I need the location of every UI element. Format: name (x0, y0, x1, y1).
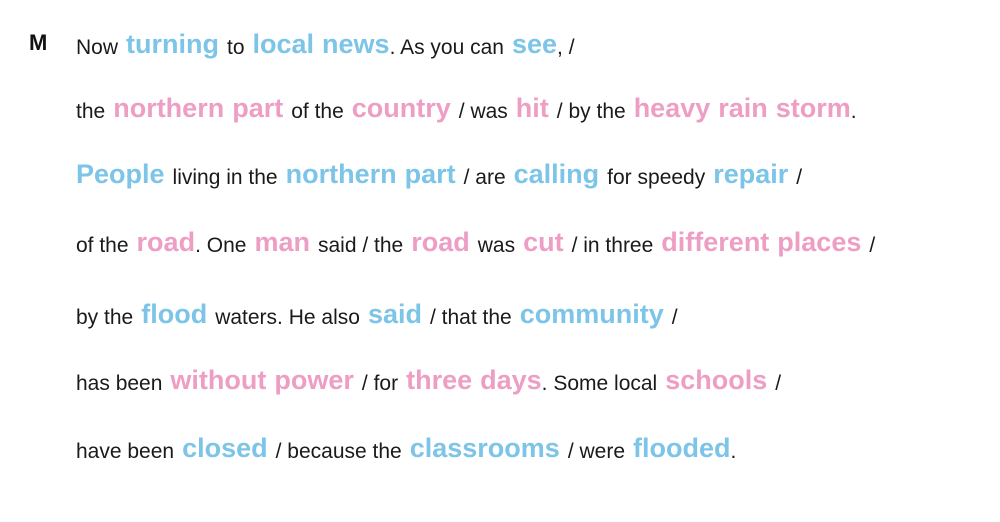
stressed-word: closed (182, 433, 268, 463)
stressed-word: part (232, 93, 284, 123)
plain-text: waters. He also (215, 306, 360, 329)
plain-text: / that the (429, 306, 512, 329)
text-line-1: Now turning to local news. As you can see, / (76, 20, 575, 60)
plain-text: / was (458, 100, 508, 123)
stressed-word: country (351, 93, 451, 123)
stressed-word: hit (515, 93, 549, 123)
stressed-word: schools (665, 365, 768, 395)
plain-text: / for (361, 372, 399, 395)
stressed-word: days (480, 365, 542, 395)
stressed-word: heavy (633, 93, 711, 123)
plain-text: / are (463, 166, 506, 189)
plain-text: for speedy (607, 166, 706, 189)
stressed-word: turning (126, 29, 219, 59)
plain-text: / (796, 166, 803, 189)
stressed-word: classrooms (409, 433, 560, 463)
plain-text: / in three (571, 234, 654, 257)
text-line-3: People living in the northern part / are call… (76, 150, 802, 190)
stressed-word: man (254, 227, 310, 257)
plain-text: / (775, 372, 782, 395)
text-line-2: the northern part of the country / was hit / by… (76, 84, 857, 124)
text-line-6: has been without power / for three days. Some… (76, 356, 781, 396)
stressed-word: see (511, 29, 558, 59)
text-line-5: by the flood waters. He also said / that the… (76, 290, 678, 330)
stressed-word: part (404, 159, 456, 189)
plain-text: / because the (275, 440, 402, 463)
plain-text: / (671, 306, 678, 329)
stressed-word: road (411, 227, 470, 257)
text-line-7: have been closed / because the classrooms / … (76, 424, 736, 464)
stressed-word: without (170, 365, 267, 395)
plain-text: . (730, 440, 737, 463)
plain-text: Now (76, 36, 119, 59)
stressed-word: People (76, 159, 165, 189)
plain-text: the (76, 100, 106, 123)
plain-text: said / the (317, 234, 404, 257)
plain-text: by the (76, 306, 134, 329)
stressed-word: power (274, 365, 354, 395)
stressed-word: northern (113, 93, 225, 123)
stressed-word: road (136, 227, 196, 257)
plain-text: / were (567, 440, 626, 463)
plain-text: was (477, 234, 516, 257)
stressed-word: news (322, 29, 390, 59)
stressed-word: calling (513, 159, 600, 189)
stressed-word: local (252, 29, 315, 59)
speaker-label: M (29, 30, 48, 55)
stressed-word: repair (713, 159, 789, 189)
stressed-word: community (519, 299, 664, 329)
stressed-word: storm (775, 93, 851, 123)
stressed-word: cut (523, 227, 564, 257)
stressed-word: three (406, 365, 473, 395)
stressed-word: places (777, 227, 862, 257)
stressed-word: flood (141, 299, 208, 329)
plain-text: . One (195, 234, 247, 257)
plain-text: , / (557, 36, 575, 59)
stressed-word: said (367, 299, 422, 329)
plain-text: . (850, 100, 857, 123)
plain-text: . As you can (389, 36, 504, 59)
plain-text: of the (76, 234, 129, 257)
stressed-word: rain (718, 93, 768, 123)
plain-text: have been (76, 440, 175, 463)
plain-text: . Some local (541, 372, 658, 395)
stressed-word: different (661, 227, 770, 257)
plain-text: to (227, 36, 245, 59)
stressed-word: northern (285, 159, 397, 189)
plain-text: / by the (556, 100, 626, 123)
plain-text: of the (291, 100, 344, 123)
plain-text: has been (76, 372, 163, 395)
stressed-word: flooded (633, 433, 731, 463)
text-line-4: of the road. One man said / the road was cut / … (76, 218, 875, 258)
plain-text: / (869, 234, 876, 257)
plain-text: living in the (172, 166, 278, 189)
